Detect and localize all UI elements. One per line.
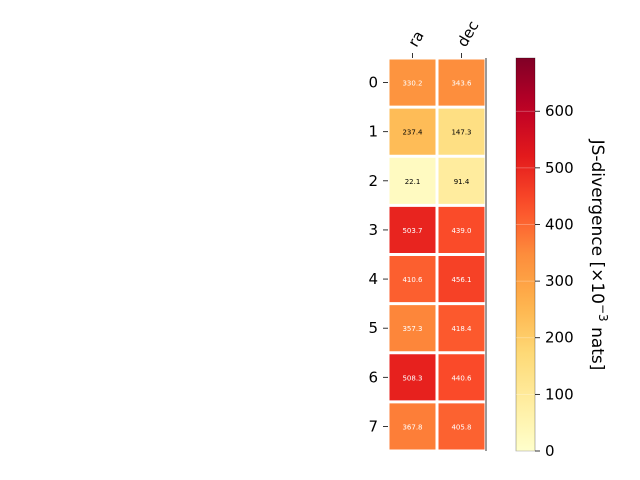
heatmap-cell xyxy=(389,403,436,450)
heatmap-cell xyxy=(438,59,485,106)
cell-value-label: 91.4 xyxy=(454,178,470,186)
cell-value-label: 147.3 xyxy=(451,129,471,137)
colorbar-tick-label: 500 xyxy=(545,159,574,177)
cell-value-label: 22.1 xyxy=(405,178,421,186)
row-tick-labels: 0 1 2 3 4 5 6 7 xyxy=(368,74,388,435)
heatmap-cells: 330.2 343.6 237.4 147.3 22.1 91.4 503.7 439.0 41… xyxy=(389,59,485,450)
cell-value-label: 440.6 xyxy=(451,374,472,382)
heatmap-cell xyxy=(389,305,436,352)
heatmap-cell xyxy=(438,206,485,253)
cell-value-label: 357.3 xyxy=(402,325,422,333)
colorbar-tick-label: 300 xyxy=(545,272,574,290)
cell-value-label: 508.3 xyxy=(402,374,422,382)
row-tick-label: 1 xyxy=(368,123,378,141)
colorbar: 0 100 200 300 400 500 600 xyxy=(515,57,574,460)
colorbar-tick-label: 200 xyxy=(545,329,574,347)
row-tick-label: 5 xyxy=(368,319,378,337)
cell-value-label: 405.8 xyxy=(451,423,471,431)
heatmap-cell xyxy=(389,206,436,253)
heatmap-cell xyxy=(438,403,485,450)
cell-value-label: 410.6 xyxy=(402,276,423,284)
column-tick-label: ra xyxy=(404,28,427,50)
colorbar-tick-label: 600 xyxy=(545,102,574,120)
heatmap-cell xyxy=(389,157,436,204)
cell-value-label: 418.4 xyxy=(451,325,472,333)
cell-value-label: 237.4 xyxy=(402,129,423,137)
colorbar-gradient xyxy=(515,57,536,452)
column-tick-label: dec xyxy=(453,18,482,50)
colorbar-tick-label: 400 xyxy=(545,215,574,233)
heatmap-cell xyxy=(438,305,485,352)
heatmap-cell xyxy=(389,59,436,106)
row-tick-label: 4 xyxy=(368,270,378,288)
heatmap-cell xyxy=(389,256,436,303)
cell-value-label: 367.8 xyxy=(402,423,422,431)
cell-value-label: 503.7 xyxy=(402,227,422,235)
cell-value-label: 343.6 xyxy=(451,80,472,88)
cell-value-label: 330.2 xyxy=(402,80,422,88)
row-tick-label: 2 xyxy=(368,172,378,190)
cell-value-label: 456.1 xyxy=(451,276,471,284)
heatmap-cell xyxy=(438,108,485,155)
colorbar-tick-label: 0 xyxy=(545,442,555,460)
heatmap-cell xyxy=(389,354,436,401)
cell-value-label: 439.0 xyxy=(451,227,471,235)
row-tick-label: 3 xyxy=(368,221,378,239)
row-tick-label: 6 xyxy=(368,368,378,386)
column-tick-labels: ra dec xyxy=(404,18,482,58)
heatmap-cell xyxy=(389,108,436,155)
heatmap-cell xyxy=(438,354,485,401)
row-tick-label: 0 xyxy=(368,74,378,92)
colorbar-tick-label: 100 xyxy=(545,385,574,403)
heatmap-cell xyxy=(438,256,485,303)
colorbar-label: JS-divergence [×10−3 nats] xyxy=(587,139,610,371)
row-tick-label: 7 xyxy=(368,417,378,435)
heatmap-cell xyxy=(438,157,485,204)
